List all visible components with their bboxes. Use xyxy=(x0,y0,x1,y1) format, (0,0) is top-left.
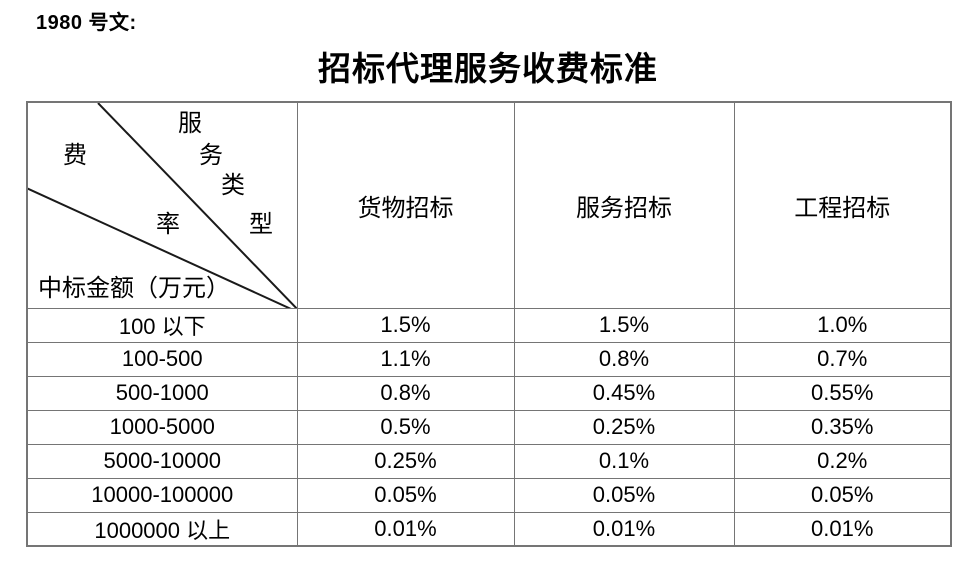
table-row: 1000-5000 0.5% 0.25% 0.35% xyxy=(26,409,952,445)
rate-cell: 0.1% xyxy=(513,443,735,479)
fee-standard-table: 费 率 服 务 类 型 中标金额（万元） 货物招标 服务招标 工程招标 100 … xyxy=(26,101,952,547)
rate-cell: 0.25% xyxy=(296,443,515,479)
rate-cell: 0.2% xyxy=(733,443,952,479)
rate-cell: 0.5% xyxy=(296,409,515,445)
corner-label-rate-char: 率 xyxy=(156,212,180,238)
rate-cell: 0.05% xyxy=(296,477,515,513)
rate-cell: 0.05% xyxy=(513,477,735,513)
amount-range-cell: 1000-5000 xyxy=(26,409,298,445)
rate-cell: 0.01% xyxy=(513,511,735,547)
rate-cell: 1.1% xyxy=(296,341,515,377)
diagonal-divider-lines xyxy=(28,103,296,307)
table-row: 100-500 1.1% 0.8% 0.7% xyxy=(26,341,952,377)
corner-label-service-char: 务 xyxy=(199,143,223,169)
table-row: 5000-10000 0.25% 0.1% 0.2% xyxy=(26,443,952,479)
table-corner-cell: 费 率 服 务 类 型 中标金额（万元） xyxy=(26,101,298,309)
table-row: 100 以下 1.5% 1.5% 1.0% xyxy=(26,307,952,343)
rate-cell: 1.5% xyxy=(296,307,515,343)
table-row: 10000-100000 0.05% 0.05% 0.05% xyxy=(26,477,952,513)
rate-cell: 0.55% xyxy=(733,375,952,411)
table-header-row: 费 率 服 务 类 型 中标金额（万元） 货物招标 服务招标 工程招标 xyxy=(26,101,952,309)
column-header-services: 服务招标 xyxy=(513,101,735,309)
table-row: 1000000 以上 0.01% 0.01% 0.01% xyxy=(26,511,952,547)
amount-range-cell: 10000-100000 xyxy=(26,477,298,513)
amount-range-cell: 5000-10000 xyxy=(26,443,298,479)
corner-label-service-char: 型 xyxy=(249,212,273,238)
rate-cell: 0.01% xyxy=(296,511,515,547)
amount-range-cell: 500-1000 xyxy=(26,375,298,411)
rate-cell: 0.01% xyxy=(733,511,952,547)
rate-cell: 1.5% xyxy=(513,307,735,343)
table-row: 500-1000 0.8% 0.45% 0.55% xyxy=(26,375,952,411)
amount-range-cell: 100-500 xyxy=(26,341,298,377)
column-header-goods: 货物招标 xyxy=(296,101,515,309)
corner-label-service-char: 类 xyxy=(221,173,245,199)
corner-amount-label: 中标金额（万元） xyxy=(38,276,230,302)
amount-range-cell: 1000000 以上 xyxy=(26,511,298,547)
rate-cell: 1.0% xyxy=(733,307,952,343)
rate-cell: 0.7% xyxy=(733,341,952,377)
rate-cell: 0.35% xyxy=(733,409,952,445)
corner-label-service-char: 服 xyxy=(178,111,202,137)
rate-cell: 0.8% xyxy=(296,375,515,411)
rate-cell: 0.8% xyxy=(513,341,735,377)
rate-cell: 0.05% xyxy=(733,477,952,513)
corner-label-fee-char: 费 xyxy=(63,143,87,169)
amount-range-cell: 100 以下 xyxy=(26,307,298,343)
page-title: 招标代理服务收费标准 xyxy=(318,52,658,88)
rate-cell: 0.25% xyxy=(513,409,735,445)
column-header-engineering: 工程招标 xyxy=(733,101,952,309)
rate-cell: 0.45% xyxy=(513,375,735,411)
doc-number-label: 1980 号文: xyxy=(36,12,137,34)
